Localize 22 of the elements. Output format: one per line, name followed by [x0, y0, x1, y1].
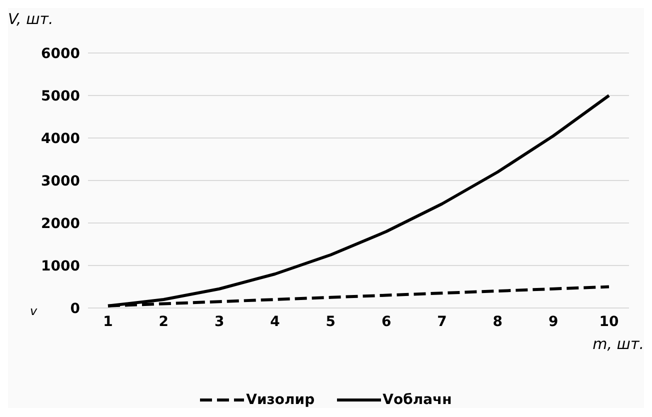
legend-label: Vоблачн [382, 392, 452, 408]
y-tick-label: 4000 [41, 130, 80, 147]
x-tick-label: 6 [381, 314, 392, 330]
x-tick-label: 4 [270, 314, 280, 330]
y-tick-label: 5000 [41, 88, 80, 104]
text: v [30, 304, 38, 318]
legend-label: Vизолир [246, 392, 315, 408]
x-tick-label: 10 [599, 314, 619, 330]
x-tick-label: 9 [548, 314, 558, 330]
x-tick-label: 1 [103, 314, 113, 330]
x-tick-label: 5 [326, 314, 336, 330]
x-tick-label: 3 [214, 314, 224, 330]
y-tick-label: 3000 [41, 173, 80, 190]
x-tick-label: 2 [158, 314, 169, 330]
y-axis-title: V, шт. [8, 10, 54, 28]
y-tick-label: 0 [70, 300, 80, 317]
x-tick-label: 7 [437, 314, 447, 330]
x-tick-label: 8 [492, 314, 503, 330]
y-tick-label: 2000 [41, 216, 80, 232]
y-tick-label: 6000 [41, 46, 80, 62]
x-axis-title: m, шт. [592, 335, 644, 353]
y-tick-label: 1000 [41, 258, 80, 274]
